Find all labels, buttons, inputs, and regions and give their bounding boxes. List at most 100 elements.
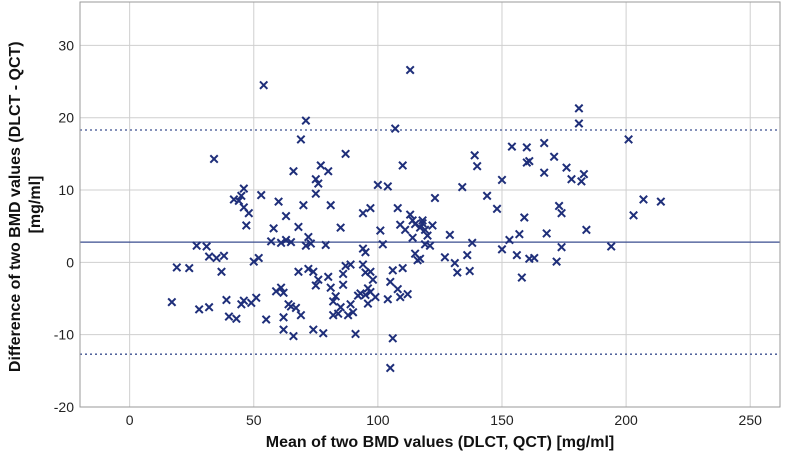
y-tick-label: 0 bbox=[66, 254, 74, 270]
data-point-marker bbox=[336, 302, 346, 312]
data-point-marker bbox=[462, 250, 472, 260]
data-point-marker bbox=[574, 103, 584, 113]
data-point-marker bbox=[519, 213, 529, 222]
data-point-marker bbox=[343, 310, 353, 320]
data-point-marker bbox=[452, 268, 462, 277]
data-point-marker bbox=[346, 260, 355, 269]
data-point-marker bbox=[318, 328, 328, 338]
data-point-marker bbox=[289, 166, 298, 176]
y-tick-label: 30 bbox=[58, 37, 74, 53]
data-point-marker bbox=[241, 221, 251, 230]
data-point-marker bbox=[308, 267, 318, 277]
data-point-marker bbox=[338, 280, 348, 290]
data-point-marker bbox=[184, 263, 194, 273]
gridlines bbox=[80, 2, 780, 408]
data-point-marker bbox=[450, 258, 460, 268]
data-point-marker bbox=[395, 292, 405, 302]
data-point-marker bbox=[244, 208, 254, 218]
data-point-marker bbox=[415, 254, 425, 264]
data-point-marker bbox=[497, 244, 507, 254]
x-tick-label: 0 bbox=[126, 412, 134, 428]
data-point-marker bbox=[338, 269, 348, 279]
data-point-marker bbox=[445, 230, 455, 240]
x-tick-label: 200 bbox=[614, 412, 638, 428]
data-point-marker bbox=[440, 252, 450, 262]
data-point-marker bbox=[239, 184, 249, 194]
data-point-marker bbox=[321, 240, 331, 250]
data-point-marker bbox=[224, 312, 234, 322]
data-point-marker bbox=[202, 242, 212, 251]
data-point-marker bbox=[400, 225, 410, 235]
data-point-marker bbox=[331, 291, 341, 301]
data-point-marker bbox=[524, 156, 534, 166]
data-point-marker bbox=[562, 163, 571, 173]
data-point-marker bbox=[378, 239, 388, 249]
data-point-marker bbox=[418, 215, 427, 225]
data-point-marker bbox=[261, 315, 271, 324]
y-tick-label: -10 bbox=[54, 327, 74, 343]
data-point-marker bbox=[219, 251, 229, 261]
data-point-marker bbox=[323, 166, 333, 176]
data-point-marker bbox=[470, 150, 480, 160]
data-point-marker bbox=[313, 179, 323, 188]
data-point-marker bbox=[405, 210, 415, 220]
data-point-marker bbox=[217, 267, 226, 277]
data-point-marker bbox=[383, 182, 393, 191]
data-point-marker bbox=[420, 225, 430, 235]
data-point-marker bbox=[428, 221, 437, 230]
data-point-marker bbox=[279, 312, 288, 322]
data-point-marker bbox=[361, 290, 370, 300]
data-point-marker bbox=[405, 65, 415, 75]
data-point-marker bbox=[574, 119, 584, 128]
data-point-marker bbox=[306, 239, 316, 248]
data-point-marker bbox=[539, 168, 549, 178]
data-point-marker bbox=[301, 116, 311, 126]
y-axis-title: Difference of two BMD values (DLCT - QCT… bbox=[7, 37, 44, 372]
data-point-marker bbox=[383, 294, 393, 304]
y-tick-label: 10 bbox=[58, 182, 74, 198]
data-point-marker bbox=[266, 236, 276, 246]
data-point-marker bbox=[370, 292, 380, 302]
plot-frame bbox=[79, 1, 781, 408]
data-point-marker bbox=[465, 266, 475, 276]
data-point-marker bbox=[361, 247, 370, 257]
data-point-marker bbox=[430, 193, 440, 203]
data-point-marker bbox=[296, 134, 306, 144]
data-point-marker bbox=[289, 331, 298, 341]
reference-lines bbox=[80, 129, 780, 355]
data-point-marker bbox=[624, 134, 633, 144]
data-point-marker bbox=[296, 310, 306, 320]
data-point-marker bbox=[497, 175, 507, 185]
data-point-marker bbox=[351, 329, 360, 339]
data-point-marker bbox=[398, 263, 408, 273]
data-point-marker bbox=[358, 260, 368, 269]
data-point-marker bbox=[294, 222, 303, 232]
data-point-marker bbox=[294, 267, 303, 277]
data-point-marker bbox=[256, 190, 266, 200]
data-point-marker bbox=[639, 195, 648, 204]
data-point-marker bbox=[222, 295, 231, 305]
data-point-marker bbox=[192, 241, 202, 251]
data-point-marker bbox=[567, 174, 576, 184]
x-tick-label: 100 bbox=[366, 412, 390, 428]
data-point-marker bbox=[514, 229, 524, 239]
data-point-marker bbox=[366, 203, 375, 213]
data-point-marker bbox=[274, 197, 283, 207]
data-point-marker bbox=[423, 231, 432, 241]
data-point-marker bbox=[507, 142, 517, 152]
x-tick-label: 50 bbox=[246, 412, 262, 428]
x-axis-title: Mean of two BMD values (DLCT, QCT) [mg/m… bbox=[266, 434, 614, 451]
data-point-marker bbox=[231, 314, 241, 324]
data-point-marker bbox=[172, 263, 182, 272]
data-point-marker bbox=[457, 182, 467, 192]
data-point-marker bbox=[348, 307, 358, 317]
data-point-marker bbox=[529, 253, 539, 263]
data-point-marker bbox=[398, 161, 408, 170]
data-point-marker bbox=[326, 200, 336, 210]
data-point-marker bbox=[557, 242, 566, 252]
data-point-marker bbox=[328, 296, 338, 306]
data-point-marker bbox=[388, 333, 398, 343]
y-axis-title-line-2: [mg/ml] bbox=[27, 176, 44, 234]
data-point-marker bbox=[251, 293, 261, 303]
data-point-marker bbox=[482, 191, 492, 201]
